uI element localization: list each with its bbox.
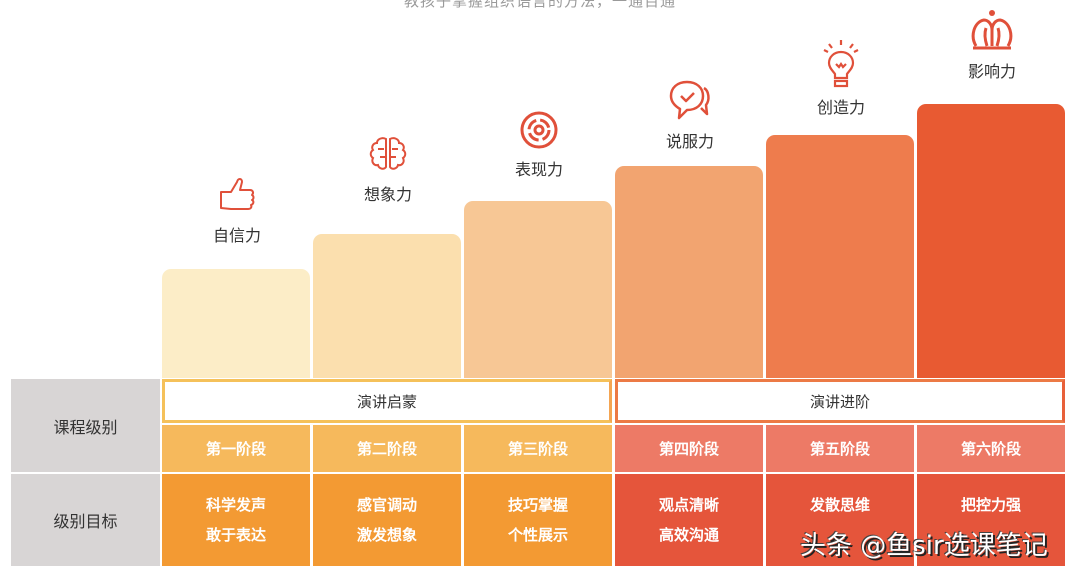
watermark: 头条 @鱼sir选课笔记: [800, 531, 1048, 561]
bar-confidence: [162, 269, 310, 378]
skill-label: 想象力: [363, 185, 412, 204]
goal-line: 技巧掌握: [507, 496, 568, 514]
bar-creativity: [766, 135, 914, 378]
goal-line: 感官调动: [356, 496, 417, 514]
row-label-course-level: 课程级别: [11, 379, 160, 472]
row-label-goal: 级别目标: [11, 474, 160, 566]
goal-6: 把控力强: [917, 474, 1065, 566]
skill-creativity: 创造力: [766, 40, 916, 118]
goal-line: 高效沟通: [658, 526, 719, 544]
group-enlightenment: 演讲启蒙: [162, 379, 612, 423]
goal-line: 个性展示: [507, 526, 568, 544]
goal-5: 发散思维: [766, 474, 914, 566]
skill-label: 自信力: [212, 226, 261, 245]
bar-influence: [917, 104, 1065, 378]
skill-confidence: 自信力: [162, 172, 312, 246]
goal-line: 科学发声: [205, 496, 266, 514]
skill-influence: 影响力: [917, 8, 1067, 82]
bar-persuasion: [615, 166, 763, 378]
speech-bubbles-icon: [669, 80, 710, 120]
stage-5: 第五阶段: [766, 425, 914, 472]
skill-label: 表现力: [514, 160, 563, 179]
goal-4: 观点清晰 高效沟通: [615, 474, 763, 566]
group-advanced: 演讲进阶: [615, 379, 1065, 423]
goal-line: 把控力强: [960, 496, 1021, 514]
thumbs-up-icon: [220, 178, 255, 210]
goal-line: 敢于表达: [205, 526, 266, 544]
target-icon: [520, 111, 558, 149]
crown-icon: [971, 10, 1013, 50]
goal-2: 感官调动 激发想象: [313, 474, 461, 566]
stage-3: 第三阶段: [464, 425, 612, 472]
skill-label: 创造力: [816, 98, 865, 117]
goal-line: 激发想象: [356, 526, 417, 544]
stage-4: 第四阶段: [615, 425, 763, 472]
goal-3: 技巧掌握 个性展示: [464, 474, 612, 566]
goal-line: 发散思维: [809, 496, 870, 514]
skill-label: 影响力: [967, 62, 1016, 81]
lightbulb-icon: [823, 40, 859, 88]
brain-icon: [369, 137, 407, 170]
subtitle: 教孩子掌握组织语言的方法，一通百通: [403, 0, 676, 10]
stage-1: 第一阶段: [162, 425, 310, 472]
skill-persuasion: 说服力: [615, 78, 765, 152]
goal-line: 观点清晰: [658, 496, 719, 514]
stage-6: 第六阶段: [917, 425, 1065, 472]
skill-imagination: 想象力: [313, 135, 463, 205]
bar-imagination: [313, 234, 461, 378]
skill-label: 说服力: [665, 132, 714, 151]
stage-2: 第二阶段: [313, 425, 461, 472]
goal-1: 科学发声 敢于表达: [162, 474, 310, 566]
skill-expression: 表现力: [464, 110, 614, 180]
bar-expression: [464, 201, 612, 378]
